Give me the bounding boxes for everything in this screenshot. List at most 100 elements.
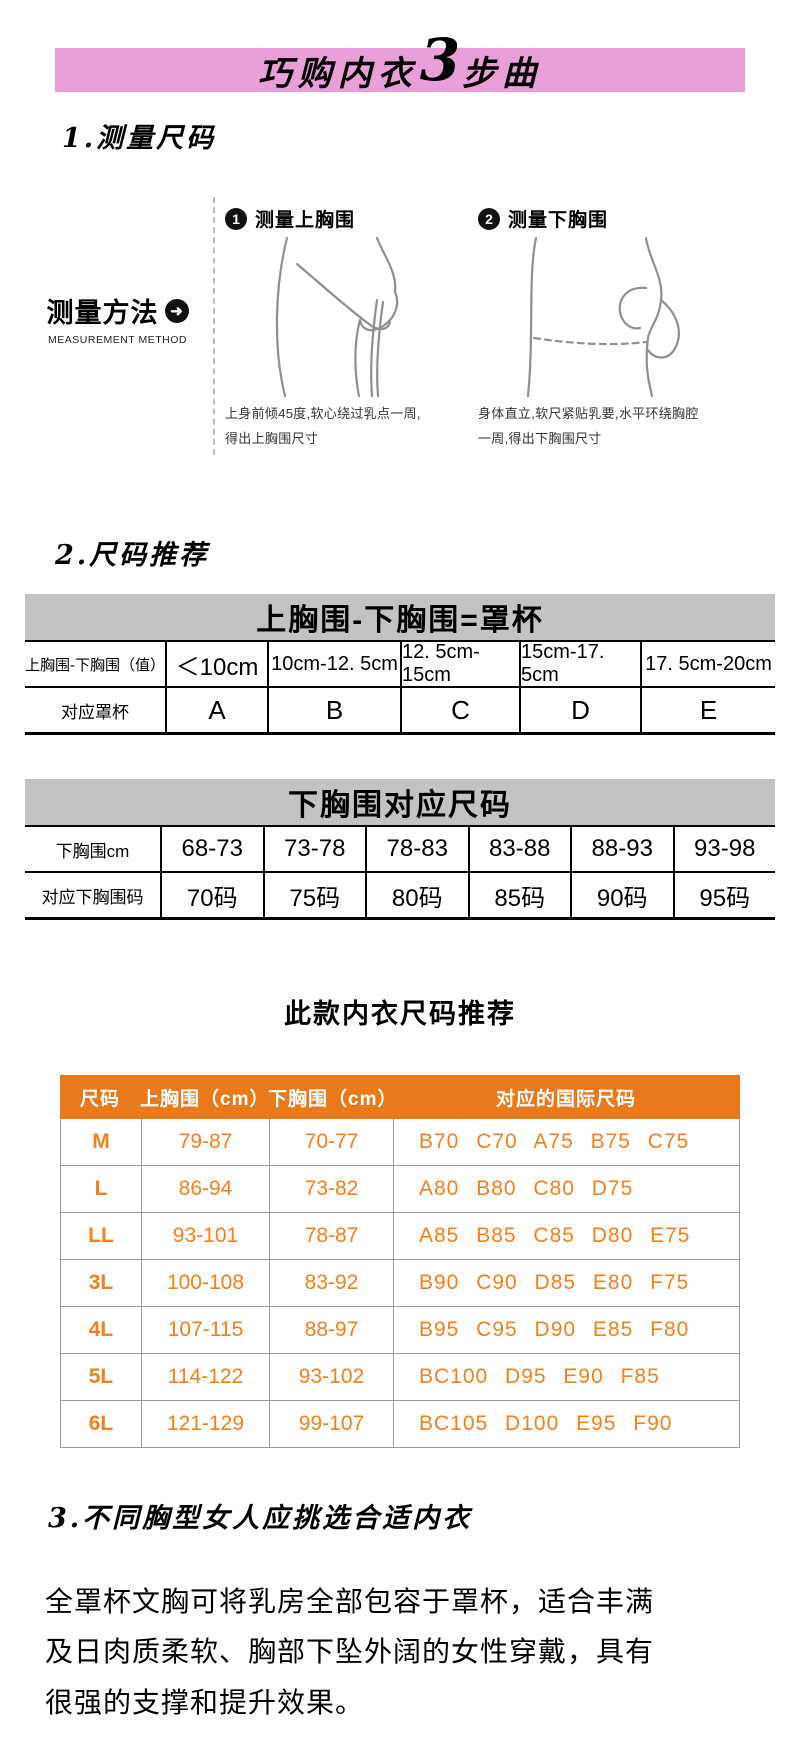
cup-letter-cell: C <box>400 686 519 732</box>
intl-size-cell: A80 B80 C80 D75 <box>393 1166 739 1212</box>
cup-letter-cell: D <box>519 686 640 732</box>
under-bust-cell: 70-77 <box>269 1119 393 1165</box>
cup-table-grid: 上胸围-下胸围（值） ＜10cm 10cm-12. 5cm 12. 5cm-15… <box>25 640 775 735</box>
cup-letter-cell: B <box>267 686 400 732</box>
step-2-caption-line-1: 身体直立,软尺紧贴乳要,水平环绕胸腔 <box>478 406 699 421</box>
column-header-under-bust: 下胸围（cm） <box>268 1088 398 1110</box>
cup-letter-cell: E <box>640 686 775 732</box>
column-header-upper-bust: 上胸围（cm） <box>140 1088 270 1110</box>
dashed-divider <box>213 197 215 455</box>
intl-size-cell: B70 C70 A75 B75 C75 <box>393 1119 739 1165</box>
step-measure-upper-bust: 1 测量上胸围 上身前倾45度,软心绕过乳点一周, 得出上胸围尺寸 <box>225 205 475 451</box>
cup-range-cell: 15cm-17. 5cm <box>519 640 640 686</box>
measurement-method-sublabel: MEASUREMENT METHOD <box>48 334 187 346</box>
section-3-heading: 3.不同胸型女人应挑选合适内衣 <box>48 1503 473 1534</box>
under-bust-cell: 83-92 <box>269 1260 393 1306</box>
intl-size-cell: A85 B85 C85 D80 E75 <box>393 1213 739 1259</box>
product-size-table-title: 此款内衣尺码推荐 <box>284 999 516 1029</box>
band-range-cell: 73-78 <box>262 825 365 871</box>
band-range-cell: 83-88 <box>467 825 570 871</box>
cup-letter-cell: A <box>165 686 267 732</box>
table-row: 4L 107-115 88-97 B95 C95 D90 E85 F80 <box>61 1307 739 1354</box>
intl-size-cell: B95 C95 D90 E85 F80 <box>393 1307 739 1353</box>
column-header-intl-size: 对应的国际尺码 <box>495 1088 636 1110</box>
size-cell: 4L <box>88 1318 114 1341</box>
step-1-number-icon: 1 <box>225 207 247 230</box>
step-1-caption-line-2: 得出上胸围尺寸 <box>225 430 319 446</box>
section-2-heading: 2.尺码推荐 <box>55 540 210 571</box>
band-table-title: 下胸围对应尺码 <box>25 779 775 825</box>
upper-bust-cell: 121-129 <box>141 1401 269 1447</box>
product-size-table-body: M 79-87 70-77 B70 C70 A75 B75 C75 L 86-9… <box>60 1119 740 1448</box>
under-bust-cell: 93-102 <box>269 1354 393 1400</box>
upper-bust-cell: 100-108 <box>141 1260 269 1306</box>
upper-bust-cell: 107-115 <box>141 1307 269 1353</box>
upper-bust-figure-illustration <box>275 236 399 398</box>
band-range-cell: 68-73 <box>160 825 263 871</box>
band-size-cell: 90码 <box>570 871 673 917</box>
upper-bust-cell: 93-101 <box>141 1213 269 1259</box>
table-row: 5L 114-122 93-102 BC100 D95 E90 F85 <box>61 1354 739 1401</box>
column-header-size: 尺码 <box>79 1088 120 1110</box>
description-paragraph: 全罩杯文胸可将乳房全部包容于罩杯，适合丰满 及日肉质柔软、胸部下坠外阔的女性穿戴… <box>45 1577 755 1728</box>
band-range-cell: 88-93 <box>570 825 673 871</box>
under-bust-cell: 88-97 <box>269 1307 393 1353</box>
under-bust-figure-illustration <box>526 236 680 398</box>
step-2-number-icon: 2 <box>478 207 500 230</box>
cup-row1-label: 上胸围-下胸围（值） <box>25 640 165 686</box>
cup-size-table: 上胸围-下胸围=罩杯 上胸围-下胸围（值） ＜10cm 10cm-12. 5cm… <box>25 594 775 735</box>
upper-bust-cell: 79-87 <box>141 1119 269 1165</box>
table-row: 3L 100-108 83-92 B90 C90 D85 E80 F75 <box>61 1260 739 1307</box>
band-row2-label: 对应下胸围码 <box>25 871 160 917</box>
measurement-method-block: 测量方法 ➜ MEASUREMENT METHOD <box>30 291 205 346</box>
cup-range-cell: 17. 5cm-20cm <box>640 640 775 686</box>
step-2-caption: 身体直立,软尺紧贴乳要,水平环绕胸腔 一周,得出下胸围尺寸 <box>478 402 746 451</box>
product-size-table-header: 尺码 上胸围（cm） 下胸围（cm） 对应的国际尺码 <box>60 1075 740 1119</box>
intl-size-cell: BC105 D100 E95 F90 <box>393 1401 739 1447</box>
measurement-method-label: 测量方法 <box>46 298 159 328</box>
table-row: 6L 121-129 99-107 BC105 D100 E95 F90 <box>61 1401 739 1447</box>
size-cell: M <box>92 1130 110 1153</box>
cup-range-cell: 10cm-12. 5cm <box>267 640 400 686</box>
step-1-caption-line-1: 上身前倾45度,软心绕过乳点一周, <box>225 406 421 421</box>
intl-size-cell: B90 C90 D85 E80 F75 <box>393 1260 739 1306</box>
under-bust-cell: 99-107 <box>269 1401 393 1447</box>
size-cell: 3L <box>88 1271 114 1294</box>
step-2-label: 测量下胸围 <box>508 210 609 231</box>
size-cell: L <box>94 1177 108 1200</box>
step-2-caption-line-2: 一周,得出下胸围尺寸 <box>478 430 602 446</box>
upper-bust-cell: 114-122 <box>141 1354 269 1400</box>
size-cell: 5L <box>88 1365 114 1388</box>
step-measure-under-bust: 2 测量下胸围 身体直立,软尺紧贴乳要,水平环绕胸腔 一周,得出下胸围尺寸 <box>478 205 746 451</box>
step-1-label: 测量上胸围 <box>255 210 356 231</box>
cup-range-cell: 12. 5cm-15cm <box>400 640 519 686</box>
measurement-section: 测量方法 ➜ MEASUREMENT METHOD 1 测量上胸围 上身前倾45… <box>0 195 800 487</box>
arrow-right-icon: ➜ <box>164 298 189 323</box>
band-table-grid: 下胸围cm 68-73 73-78 78-83 83-88 88-93 93-9… <box>25 825 775 920</box>
size-cell: LL <box>88 1224 114 1247</box>
cup-row2-label: 对应罩杯 <box>25 686 165 732</box>
size-cell: 6L <box>88 1412 114 1435</box>
upper-bust-cell: 86-94 <box>141 1166 269 1212</box>
band-range-cell: 78-83 <box>365 825 468 871</box>
band-row1-label: 下胸围cm <box>25 825 160 871</box>
banner-title-post: 步曲 <box>462 53 543 94</box>
paragraph-line-1: 全罩杯文胸可将乳房全部包容于罩杯，适合丰满 <box>45 1586 655 1617</box>
title-banner: 巧购内衣 3 步曲 <box>55 31 745 94</box>
table-row: LL 93-101 78-87 A85 B85 C85 D80 E75 <box>61 1213 739 1260</box>
paragraph-line-2: 及日肉质柔软、胸部下坠外阔的女性穿戴，具有 <box>45 1636 655 1668</box>
paragraph-line-3: 很强的支撑和提升效果。 <box>45 1686 365 1718</box>
table-row: L 86-94 73-82 A80 B80 C80 D75 <box>61 1166 739 1213</box>
section-1-heading: 1.测量尺码 <box>62 123 217 154</box>
band-size-cell: 85码 <box>467 871 570 917</box>
band-size-cell: 70码 <box>160 871 263 917</box>
banner-title-pre: 巧购内衣 <box>257 53 418 94</box>
band-range-cell: 93-98 <box>672 825 775 871</box>
intl-size-cell: BC100 D95 E90 F85 <box>393 1354 739 1400</box>
step-1-caption: 上身前倾45度,软心绕过乳点一周, 得出上胸围尺寸 <box>225 402 475 451</box>
table-row: M 79-87 70-77 B70 C70 A75 B75 C75 <box>61 1119 739 1166</box>
band-size-cell: 80码 <box>365 871 468 917</box>
under-bust-cell: 73-82 <box>269 1166 393 1212</box>
under-bust-cell: 78-87 <box>269 1213 393 1259</box>
band-size-table: 下胸围对应尺码 下胸围cm 68-73 73-78 78-83 83-88 88… <box>25 779 775 920</box>
